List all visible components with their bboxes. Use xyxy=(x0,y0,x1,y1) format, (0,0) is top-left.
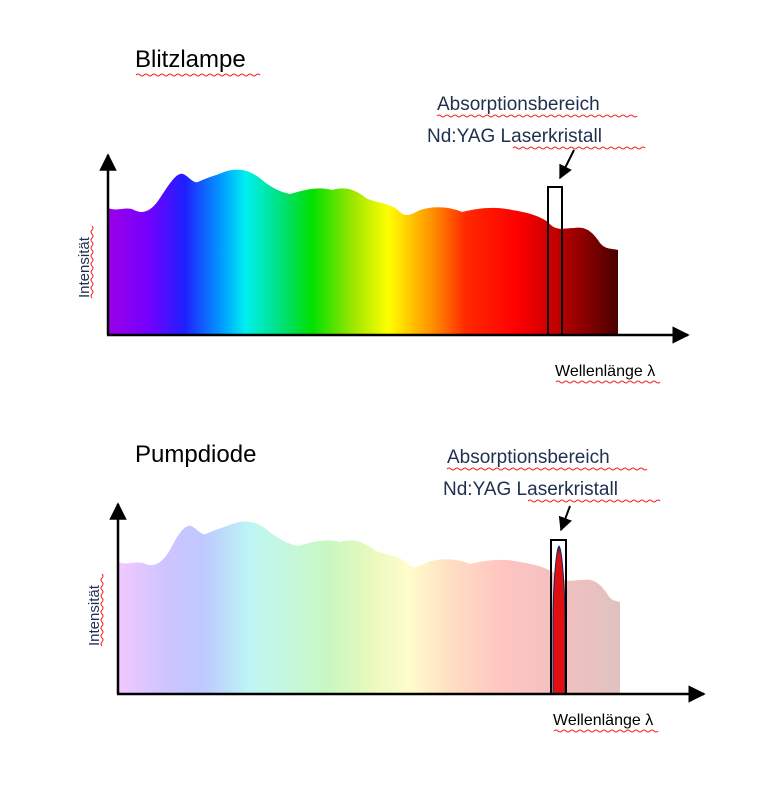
spellcheck-underline xyxy=(100,573,104,647)
spellcheck-underline xyxy=(527,499,661,503)
y-axis-label: Intensität xyxy=(76,236,93,298)
panel-title: Pumpdiode xyxy=(135,441,256,468)
annotation-line1: Absorptionsbereich xyxy=(437,94,600,115)
panel-title: Blitzlampe xyxy=(135,46,246,73)
x-axis-label: Wellenlänge λ xyxy=(553,712,653,729)
flashlamp-spectrum xyxy=(108,169,618,335)
panel-blitzlampe: Blitzlampe Absorptionsbereich Nd:YAG Las… xyxy=(76,46,690,384)
spellcheck-underline xyxy=(555,380,661,384)
annotation-line2: Nd:YAG Laserkristall xyxy=(427,126,602,147)
annotation-arrow xyxy=(558,505,572,532)
panel-pumpdiode: Pumpdiode Absorptionsbereich Nd:YAG Lase… xyxy=(86,441,706,733)
y-axis-label: Intensität xyxy=(86,584,103,646)
annotation-line2: Nd:YAG Laserkristall xyxy=(443,479,618,500)
annotation-arrow xyxy=(559,149,575,180)
spellcheck-underline xyxy=(512,146,646,150)
spellcheck-underline xyxy=(135,73,261,77)
x-axis-label: Wellenlänge λ xyxy=(555,363,655,380)
spellcheck-underline xyxy=(553,729,659,733)
faded-background-spectrum xyxy=(118,521,620,694)
spellcheck-underline xyxy=(446,467,648,471)
diode-emission-peak xyxy=(552,545,566,695)
spellcheck-underline xyxy=(90,225,94,299)
annotation-line1: Absorptionsbereich xyxy=(447,447,610,468)
spellcheck-underline xyxy=(436,114,638,118)
